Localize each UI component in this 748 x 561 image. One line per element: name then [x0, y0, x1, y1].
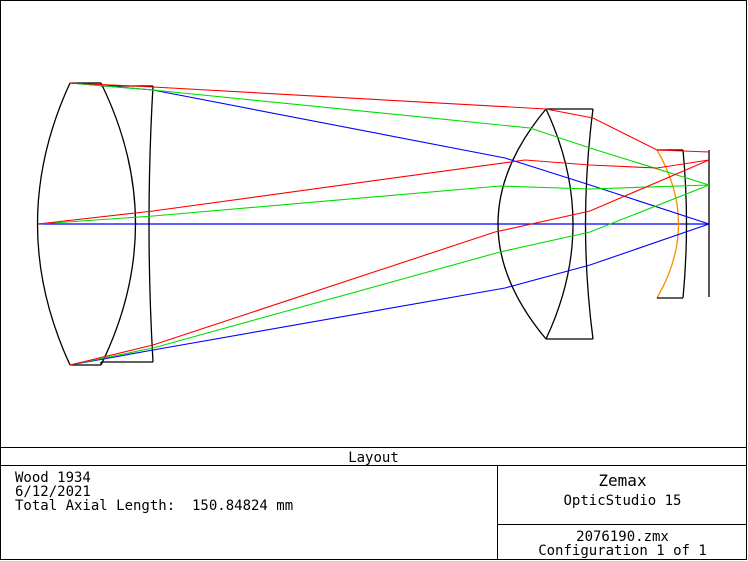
file-name: 2076190.zmx: [498, 530, 747, 544]
red-lower-marginal-ray: [70, 160, 709, 365]
info-line-3: Total Axial Length: 150.84824 mm: [15, 499, 293, 513]
layout-title: Layout: [0, 451, 747, 465]
blue-upper-marginal-ray: [70, 83, 709, 224]
green-lower-marginal-ray: [70, 185, 709, 365]
red-upper-marginal-ray: [70, 83, 709, 152]
brand-product: OpticStudio 15: [498, 494, 747, 508]
green-upper-marginal-ray: [70, 83, 709, 185]
configuration-label: Configuration 1 of 1: [498, 544, 747, 558]
blue-lower-marginal-ray: [70, 224, 709, 365]
info-line-1: Wood 1934: [15, 471, 91, 485]
red-chief-ray: [38, 160, 709, 224]
brand-name: Zemax: [498, 473, 747, 489]
info-line-2: 6/12/2021: [15, 485, 91, 499]
